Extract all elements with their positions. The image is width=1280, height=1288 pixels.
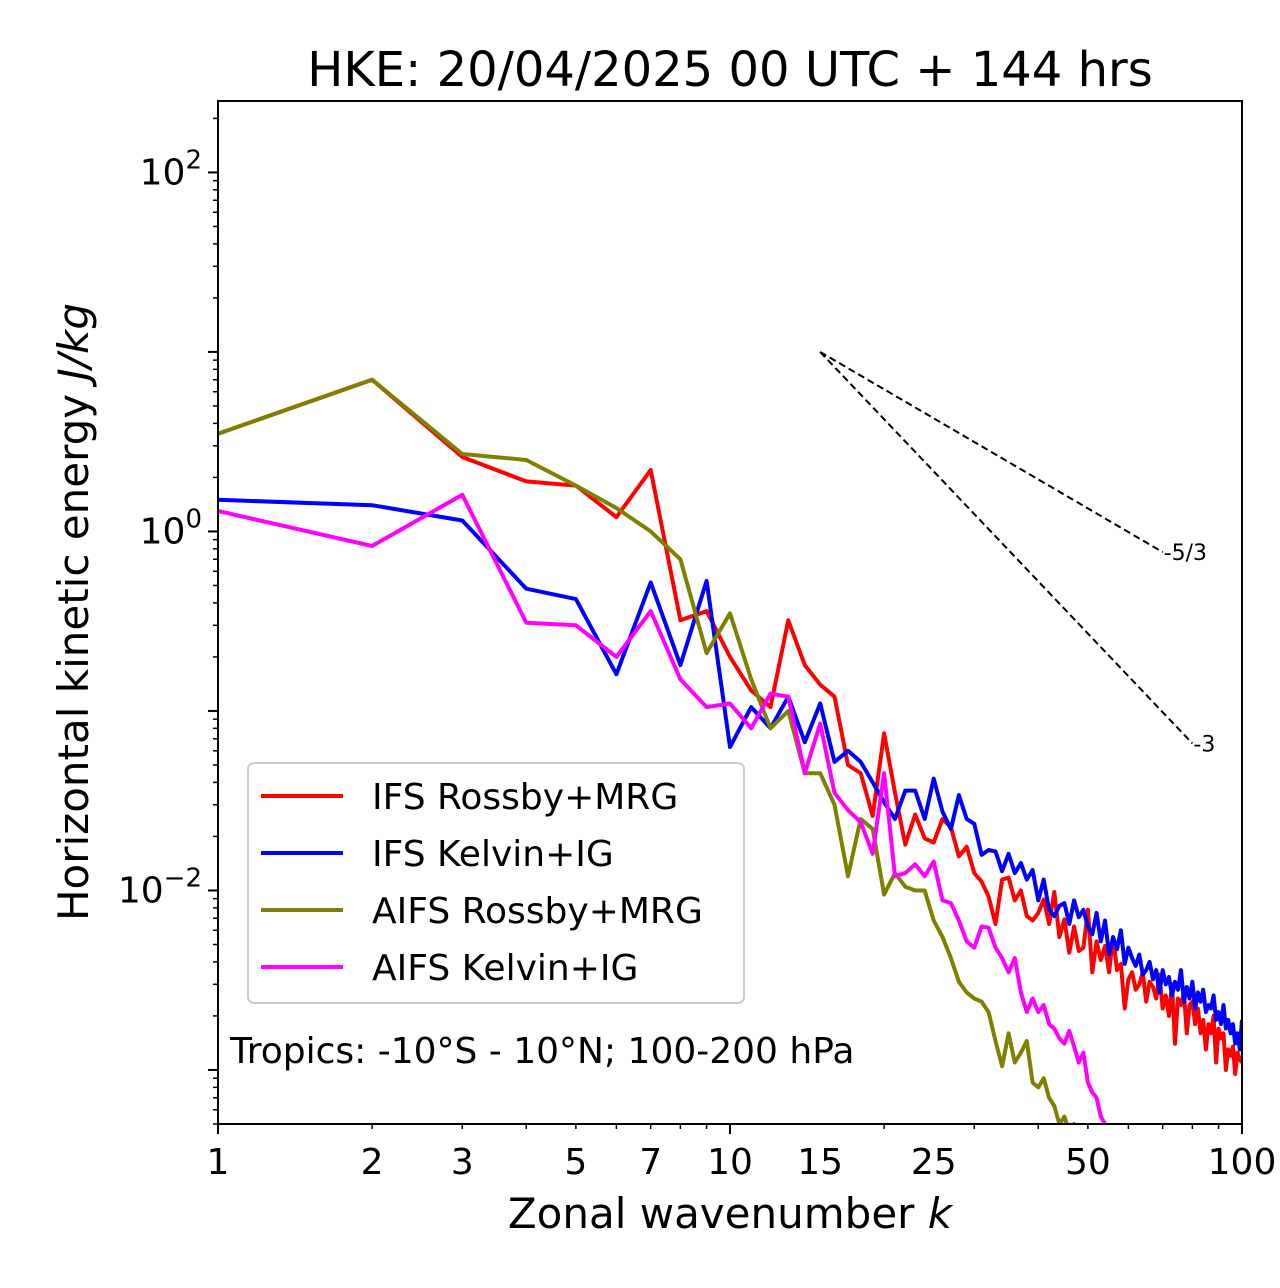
x-tick-label: 25 xyxy=(911,1142,957,1183)
x-tick-label: 3 xyxy=(451,1142,474,1183)
series-line-4 xyxy=(218,492,1108,1124)
reference-slopes: -5/3 -3 xyxy=(819,351,1215,757)
legend-label-1: IFS Rossby+MRG xyxy=(372,777,678,818)
x-axis-label-text: Zonal wavenumber xyxy=(508,1189,928,1238)
slope-label-2: -3 xyxy=(1193,732,1215,757)
legend: IFS Rossby+MRG IFS Kelvin+IG AIFS Rossby+M… xyxy=(247,762,745,1004)
y-tick-label: 100 xyxy=(140,504,202,552)
legend-label-4: AIFS Kelvin+IG xyxy=(372,948,638,989)
x-tick-label: 7 xyxy=(639,1142,662,1183)
series-line-1 xyxy=(218,377,1242,1076)
x-tick-label: 50 xyxy=(1065,1142,1111,1183)
legend-box xyxy=(247,762,745,1004)
x-tick-label: 100 xyxy=(1208,1142,1277,1183)
legend-items: IFS Rossby+MRG IFS Kelvin+IG AIFS Rossby+M… xyxy=(261,777,703,989)
x-tick-label: 1 xyxy=(207,1142,230,1183)
y-axis-label: Horizontal kinetic energy J/kg xyxy=(49,303,98,921)
series-line-3 xyxy=(218,377,1077,1124)
y-axis-label-text: Horizontal kinetic energy xyxy=(49,381,98,922)
legend-label-3: AIFS Rossby+MRG xyxy=(372,891,703,932)
chart-title: HKE: 20/04/2025 00 UTC + 144 hrs xyxy=(307,42,1153,98)
legend-label-2: IFS Kelvin+IG xyxy=(372,834,614,875)
x-tick-label: 5 xyxy=(564,1142,587,1183)
y-axis-ticks: 102 100 10−2 xyxy=(118,117,218,1125)
slope-line-2 xyxy=(819,351,1194,745)
y-tick-label: 102 xyxy=(140,145,202,193)
x-tick-label: 15 xyxy=(797,1142,843,1183)
x-axis-label-var: k xyxy=(928,1189,954,1238)
y-axis-label-unit: J/kg xyxy=(49,303,98,388)
y-tick-label: 10−2 xyxy=(118,863,202,911)
slope-label-1: -5/3 xyxy=(1164,541,1207,566)
x-tick-label: 10 xyxy=(707,1142,753,1183)
series-layer xyxy=(218,377,1242,1124)
series-line-2 xyxy=(218,497,1242,1052)
x-tick-label: 2 xyxy=(361,1142,384,1183)
x-axis-ticks: 1 2 3 5 7 10 15 25 50 100 xyxy=(207,1124,1277,1183)
slope-line-1 xyxy=(819,351,1164,553)
x-axis-label: Zonal wavenumber k xyxy=(508,1189,954,1238)
region-annotation: Tropics: -10°S - 10°N; 100-200 hPa xyxy=(229,1031,854,1072)
